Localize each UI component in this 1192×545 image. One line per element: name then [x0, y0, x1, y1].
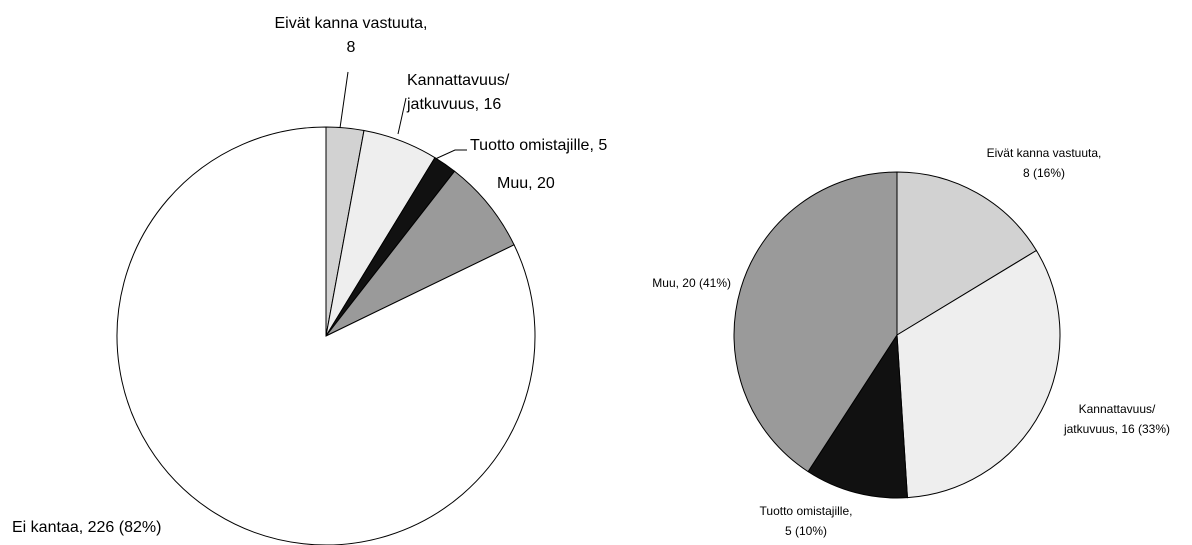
pie-slice: [116, 126, 536, 545]
slice-label-line: Kannattavuus/: [1079, 402, 1156, 416]
slice-label-line: Tuotto omistajille,: [760, 504, 853, 518]
pie-slice: [896, 171, 1038, 336]
slice-label: Tuotto omistajille, 5: [470, 137, 607, 154]
slice-label-line: Ei kantaa, 226 (82%): [12, 519, 161, 536]
slice-label-line: Muu, 20 (41%): [652, 276, 731, 290]
slice-label: Eivät kanna vastuuta, 8: [275, 15, 428, 56]
slice-label-line: 5 (10%): [785, 524, 827, 538]
leader-line: [432, 149, 467, 161]
slice-label: Muu, 20 (41%): [652, 276, 731, 290]
slice-label-line: Tuotto omistajille, 5: [470, 137, 607, 154]
slice-label-line: 8: [347, 39, 356, 56]
slice-label-line: jatkuvuus, 16: [406, 96, 501, 113]
slice-label-line: Kannattavuus/: [407, 72, 510, 89]
slice-label: Kannattavuus/jatkuvuus, 16: [406, 72, 510, 113]
slice-label: Ei kantaa, 226 (82%): [12, 519, 161, 536]
slice-label: Kannattavuus/jatkuvuus, 16 (33%): [1063, 402, 1170, 436]
leader-line: [339, 71, 349, 129]
pie-chart: Eivät kanna vastuuta, 8 Kannattavuus/jatku…: [12, 15, 607, 545]
pie-slice: [807, 333, 908, 499]
pie-chart: Eivät kanna vastuuta, 8 (16%) Kannattavuus…: [652, 146, 1170, 538]
pie-slice: [896, 249, 1061, 499]
slice-label-line: Muu, 20: [497, 175, 555, 192]
leader-lines: [339, 71, 467, 161]
slice-label-line: 8 (16%): [1023, 166, 1065, 180]
leader-line: [397, 97, 407, 135]
slice-label-line: jatkuvuus, 16 (33%): [1063, 422, 1170, 436]
slice-label: Tuotto omistajille, 5 (10%): [760, 504, 853, 538]
slice-label: Eivät kanna vastuuta, 8 (16%): [987, 146, 1102, 180]
slice-label: Muu, 20: [497, 175, 555, 192]
pie-slice: [733, 171, 898, 473]
slice-label-line: Eivät kanna vastuuta,: [987, 146, 1102, 160]
slice-label-line: Eivät kanna vastuuta,: [275, 15, 428, 32]
